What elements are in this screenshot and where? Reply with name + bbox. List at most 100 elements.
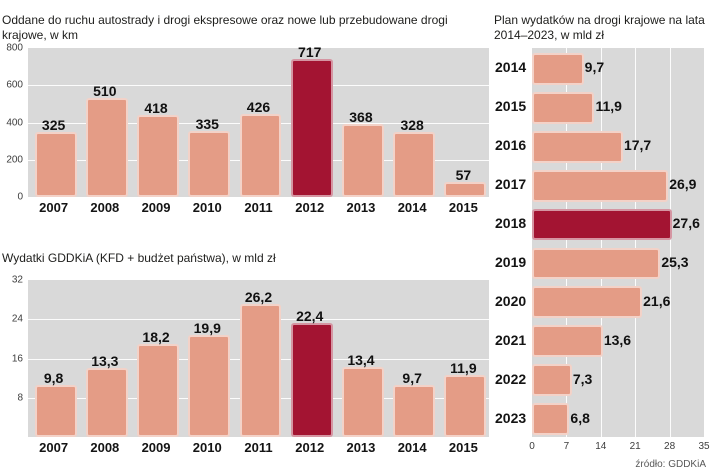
- bar-value-2021: 13,6: [603, 331, 632, 348]
- chart-gddkia-spending-xlabels: 2007 2008 2009 2010 2011 2012 2013 2014 2015: [28, 440, 489, 456]
- category-label-2014: 2014: [495, 59, 527, 76]
- bar-2012: [290, 59, 333, 197]
- category-label-2014: 2014: [397, 440, 427, 455]
- y-tick-200: 200: [6, 154, 23, 166]
- x-tick-0: 0: [529, 441, 535, 452]
- bar-2014: [393, 131, 436, 197]
- gridline: [28, 85, 489, 87]
- chart-roads-km-title: Oddane do ruchu autostrady i drogi ekspr…: [2, 12, 448, 43]
- bar-2010: [188, 335, 231, 437]
- bar-2007: [34, 384, 77, 437]
- bar-value-2015: 11,9: [595, 98, 622, 115]
- category-label-2007: 2007: [39, 200, 69, 215]
- chart-gddkia-spending-yaxis: 8 16 24 32: [0, 275, 26, 437]
- gridline: [566, 48, 568, 437]
- y-tick-32: 32: [11, 274, 23, 286]
- bar-value-2008: 510: [93, 83, 117, 100]
- y-tick-800: 800: [6, 42, 23, 54]
- y-tick-0: 0: [17, 191, 23, 203]
- bar-2014: [532, 53, 584, 85]
- category-label-2009: 2009: [141, 200, 171, 215]
- bar-2019: [532, 247, 661, 280]
- bar-2009: [137, 343, 179, 437]
- category-label-2022: 2022: [495, 370, 527, 387]
- bar-value-2017: 26,9: [669, 176, 697, 193]
- category-label-2011: 2011: [244, 200, 273, 215]
- y-tick-400: 400: [6, 117, 23, 128]
- category-label-2014: 2014: [397, 200, 427, 215]
- bar-value-2007: 325: [41, 117, 66, 134]
- category-label-2019: 2019: [495, 253, 527, 270]
- bar-value-2016: 17,7: [623, 137, 652, 154]
- category-label-2012: 2012: [295, 200, 325, 215]
- bar-2020: [532, 286, 643, 319]
- x-tick-14: 14: [595, 441, 607, 452]
- bar-value-2015: 11,9: [450, 359, 477, 376]
- bar-value-2012: 22,4: [296, 308, 324, 325]
- category-label-2021: 2021: [495, 331, 527, 348]
- bar-2018: [532, 208, 672, 241]
- bar-2017: [532, 169, 669, 202]
- bar-2022: [532, 364, 572, 397]
- category-label-2015: 2015: [495, 98, 527, 115]
- gridline: [600, 48, 602, 437]
- category-label-2015: 2015: [448, 200, 478, 215]
- chart-roads-km-xlabels: 2007 2008 2009 2010 2011 2012 2013 2014 2015: [28, 200, 489, 216]
- bar-value-2013: 13,4: [347, 352, 375, 369]
- chart-gddkia-spending-title: Wydatki GDDKiA (KFD + budżet państwa), w…: [2, 250, 276, 265]
- bar-value-2007: 9,8: [43, 369, 64, 386]
- chart-plan-2014-2023-plot: 9,7 11,9 17,7 26,9 27,6 25,3 21,6 13,6 7,3 6,8: [532, 48, 704, 437]
- y-tick-600: 600: [6, 79, 23, 91]
- bar-2014: [393, 385, 436, 437]
- category-label-2020: 2020: [495, 292, 527, 309]
- bar-2011: [239, 113, 282, 197]
- bar-value-2020: 21,6: [643, 292, 671, 309]
- category-label-2013: 2013: [346, 200, 376, 215]
- bar-value-2018: 27,6: [672, 215, 700, 232]
- chart-roads-km-yaxis: 0 200 400 600 800: [0, 43, 26, 203]
- bar-value-2014: 328: [400, 116, 424, 133]
- bar-2021: [532, 325, 603, 358]
- chart-plan-2014-2023-title: Plan wydatków na drogi krajowe na lata 2…: [494, 12, 705, 43]
- y-tick-16: 16: [11, 353, 23, 364]
- bar-value-2014: 9,7: [402, 370, 422, 387]
- bar-value-2010: 19,9: [193, 320, 221, 337]
- chart-plan-2014-2023-rowlabels: 2014 2015 2016 2017 2018 2019 2020 2021 2022 2023: [494, 48, 528, 437]
- category-label-2009: 2009: [141, 440, 171, 455]
- bar-2015: [444, 374, 487, 437]
- y-tick-8: 8: [17, 392, 23, 404]
- bar-2008: [85, 367, 128, 437]
- x-tick-7: 7: [563, 441, 570, 452]
- chart-gddkia-spending-plot: 9,8 13,3 18,2 19,9 26,2 22,4 13,4 9,7 11,9: [28, 280, 489, 437]
- category-label-2023: 2023: [495, 409, 527, 426]
- bar-2016: [532, 130, 623, 163]
- bar-value-2010: 335: [195, 115, 219, 132]
- source-note: źródło: GDDKiA: [635, 459, 706, 470]
- bar-value-2015: 57: [455, 167, 472, 184]
- category-label-2008: 2008: [90, 440, 120, 455]
- bar-value-2014: 9,7: [584, 59, 605, 76]
- gridline: [669, 48, 671, 437]
- bar-2010: [188, 130, 231, 197]
- bar-2012: [290, 323, 333, 437]
- y-tick-24: 24: [11, 313, 23, 325]
- bar-2007: [34, 132, 77, 197]
- x-tick-28: 28: [664, 441, 676, 452]
- category-label-2011: 2011: [244, 440, 273, 455]
- bar-value-2008: 13,3: [91, 352, 119, 369]
- bar-value-2022: 7,3: [572, 370, 593, 387]
- category-label-2017: 2017: [495, 176, 527, 193]
- bar-value-2009: 18,2: [142, 328, 170, 345]
- bar-2011: [239, 304, 282, 437]
- bar-2013: [341, 367, 384, 437]
- x-tick-35: 35: [698, 441, 710, 452]
- bar-value-2011: 26,2: [244, 289, 273, 306]
- category-label-2010: 2010: [192, 200, 222, 215]
- bar-2009: [137, 115, 179, 197]
- bar-2013: [341, 124, 384, 197]
- gridline: [635, 48, 637, 437]
- category-label-2012: 2012: [295, 440, 325, 455]
- bar-2008: [85, 98, 128, 197]
- bar-2015: [532, 91, 595, 124]
